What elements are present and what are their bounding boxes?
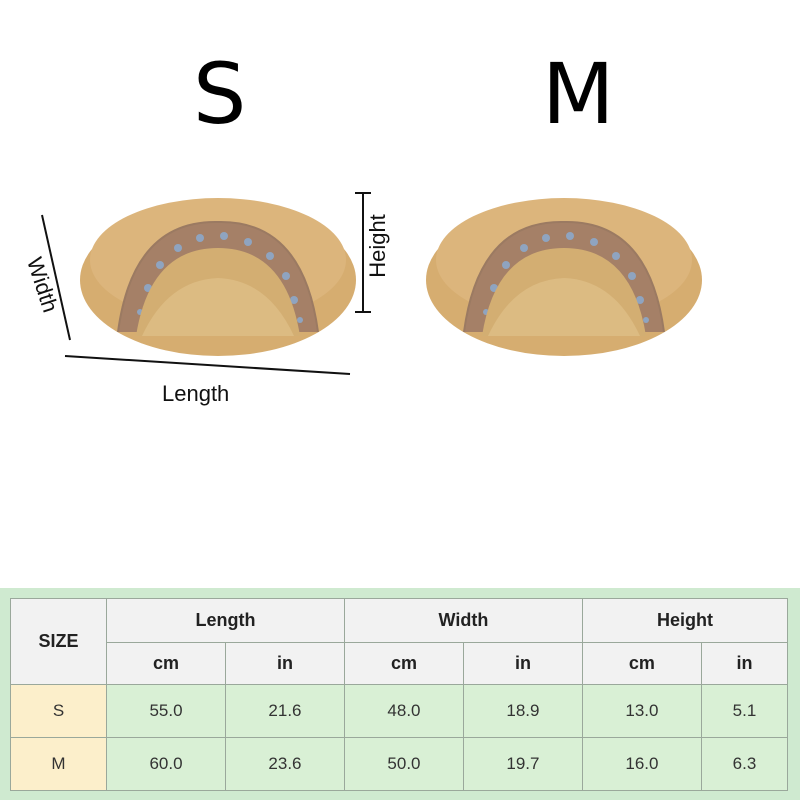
table-cell: 50.0 bbox=[343, 737, 464, 791]
unit-header: cm bbox=[343, 642, 464, 685]
length-label: Length bbox=[162, 381, 230, 406]
bed-image-m bbox=[426, 198, 702, 356]
unit-header: cm bbox=[106, 642, 226, 685]
table-row: S 55.0 21.6 48.0 18.9 13.0 5.1 bbox=[10, 684, 789, 738]
unit-header: in bbox=[700, 642, 789, 685]
table-cell: 16.0 bbox=[581, 737, 702, 791]
size-s-heading: S bbox=[193, 45, 247, 143]
bed-image-s bbox=[80, 198, 356, 356]
unit-header: in bbox=[462, 642, 583, 685]
size-table-panel: SIZE Length Width Height cm in cm in cm … bbox=[0, 588, 800, 800]
table-cell: 19.7 bbox=[462, 737, 583, 791]
table-cell: 55.0 bbox=[106, 684, 226, 738]
width-group-header: Width bbox=[343, 598, 583, 643]
table-cell: 13.0 bbox=[581, 684, 702, 738]
table-row: M 60.0 23.6 50.0 19.7 16.0 6.3 bbox=[10, 737, 789, 791]
length-group-header: Length bbox=[106, 598, 345, 643]
size-table: SIZE Length Width Height cm in cm in cm … bbox=[10, 598, 789, 791]
unit-header: in bbox=[224, 642, 345, 685]
height-label: Height bbox=[364, 214, 390, 278]
unit-header: cm bbox=[581, 642, 702, 685]
table-cell: 48.0 bbox=[343, 684, 464, 738]
table-cell: 6.3 bbox=[700, 737, 789, 791]
table-cell: 18.9 bbox=[462, 684, 583, 738]
row-size-label: M bbox=[10, 737, 107, 791]
table-cell: 21.6 bbox=[224, 684, 345, 738]
row-size-label: S bbox=[10, 684, 107, 738]
table-cell: 5.1 bbox=[700, 684, 789, 738]
table-cell: 60.0 bbox=[106, 737, 226, 791]
size-column-header: SIZE bbox=[10, 598, 107, 685]
dimension-lines bbox=[41, 192, 371, 375]
size-m-heading: M bbox=[542, 45, 615, 143]
table-cell: 23.6 bbox=[224, 737, 345, 791]
height-group-header: Height bbox=[581, 598, 789, 643]
